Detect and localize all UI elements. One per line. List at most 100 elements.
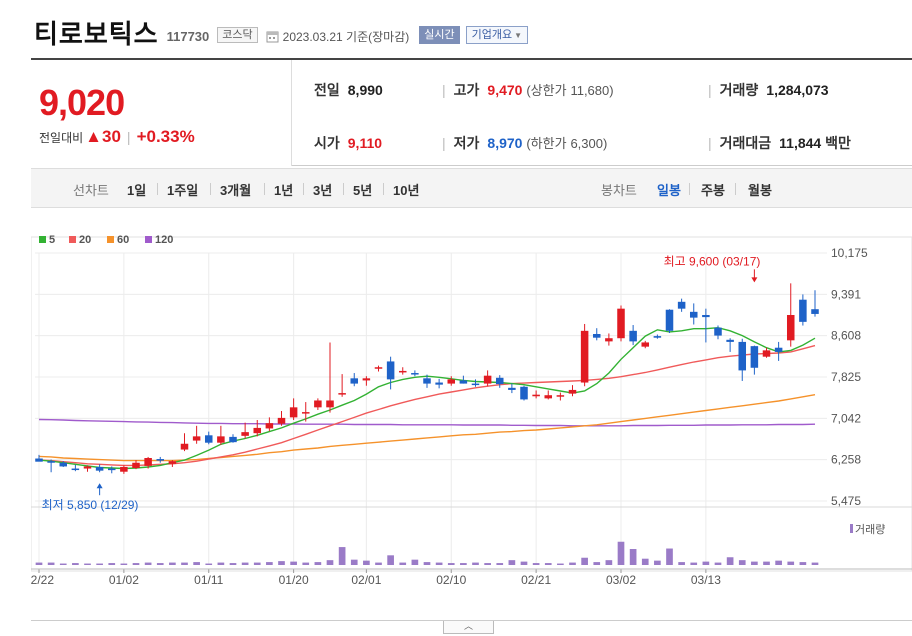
y-tick-label: 9,391: [831, 287, 861, 301]
quote-summary: 9,020 전일대비 ▲ 30 | +0.33% 전일 8,990 | 고가 9,470…: [31, 58, 912, 166]
candle-body: [544, 395, 553, 399]
volume-bar: [338, 547, 346, 565]
volume-bar: [47, 562, 55, 565]
company-overview-label: 기업개요: [471, 29, 513, 41]
volume-bar: [411, 559, 419, 565]
volume-bar: [484, 563, 491, 565]
price-chart: 10,175 9,391 8,608 7,825 7,042 6,258 5,475 12/2…: [31, 208, 912, 620]
volume-bar: [617, 541, 625, 565]
lower-limit-value: 6,300: [570, 136, 603, 151]
change-label: 전일대비: [39, 131, 84, 145]
low-price: | 저가 8,970 (하한가 6,300): [442, 135, 608, 151]
legend-label-5: 5: [49, 234, 55, 246]
period-10y[interactable]: 10년: [393, 183, 420, 198]
volume-bar: [532, 563, 540, 565]
x-tick-label: 01/20: [279, 573, 309, 587]
candle-weekly[interactable]: 주봉: [701, 183, 725, 198]
candle-body: [374, 367, 383, 369]
candle-body: [532, 394, 540, 397]
volume-bar: [702, 561, 710, 565]
volume-bar: [775, 560, 782, 565]
candle-body: [677, 301, 686, 309]
collapse-chart-button[interactable]: ︿: [443, 621, 494, 634]
volume-legend-label: 거래량: [855, 523, 885, 536]
turnover: | 거래대금 11,844 백만: [708, 135, 851, 151]
turnover-value: 11,844: [779, 135, 822, 151]
volume-bar: [666, 548, 673, 565]
volume-value: 1,284,073: [766, 82, 829, 98]
x-tick-label: 12/22: [31, 573, 54, 587]
candle-chart-label: 봉차트: [601, 183, 637, 198]
upper-limit-value: 11,680: [570, 83, 610, 98]
candle-body: [774, 347, 783, 352]
candle-body: [495, 377, 504, 385]
x-tick-label: 02/10: [436, 573, 466, 587]
volume-bar: [156, 563, 164, 565]
up-triangle-icon: ▲: [85, 127, 102, 146]
candle-body: [192, 436, 201, 441]
volume: | 거래량 1,284,073: [708, 82, 829, 98]
volume-bar: [253, 562, 261, 565]
realtime-button[interactable]: 실시간: [419, 26, 460, 44]
candlestick-chart-svg: 10,175 9,391 8,608 7,825 7,042 6,258 5,475 12/2…: [31, 234, 912, 587]
company-name: 티로보틱스: [34, 18, 159, 49]
candle-body: [556, 395, 565, 397]
candle-body: [253, 427, 262, 434]
volume-bar: [581, 557, 588, 565]
low-annotation: 최저 5,850 (12/29): [42, 498, 139, 512]
candle-body: [435, 382, 443, 385]
volume-bar: [654, 560, 661, 565]
volume-bar: [447, 563, 455, 565]
ma20-line: [38, 344, 816, 467]
volume-bar: [629, 549, 637, 565]
candle-body: [277, 417, 286, 424]
volume-bar: [302, 562, 310, 565]
company-overview-dropdown[interactable]: 기업개요 ▼: [465, 26, 529, 44]
candle-body: [289, 407, 298, 418]
low-label: 저가: [453, 135, 480, 151]
volume-bar: [278, 561, 285, 565]
volume-bar: [350, 559, 358, 565]
candle-body: [447, 379, 456, 384]
volume-bar: [35, 562, 43, 565]
current-price: 9,020: [39, 82, 125, 123]
period-1d[interactable]: 1일: [127, 183, 147, 198]
period-5y[interactable]: 5년: [353, 183, 373, 198]
high-label: 고가: [453, 82, 480, 98]
y-tick-label: 10,175: [831, 246, 868, 260]
legend-swatch-20: [69, 236, 76, 243]
period-1y[interactable]: 1년: [274, 183, 294, 198]
candle-body: [726, 339, 734, 342]
current-price-panel: 9,020 전일대비 ▲ 30 | +0.33%: [31, 60, 291, 166]
plot-frame: [31, 236, 912, 572]
change-percent: +0.33%: [136, 127, 195, 146]
change-value: 30: [102, 127, 121, 146]
volume-bar: [205, 563, 213, 565]
candle-body: [386, 361, 395, 380]
candle-monthly[interactable]: 월봉: [748, 183, 772, 198]
candle-daily[interactable]: 일봉: [657, 183, 681, 198]
volume-bar: [399, 562, 407, 565]
x-tick-label: 01/11: [194, 573, 223, 587]
period-3y[interactable]: 3년: [313, 183, 333, 198]
candle-body: [71, 468, 80, 471]
volume-bar: [544, 563, 552, 565]
prev-close-label: 전일: [314, 82, 340, 98]
period-3m[interactable]: 3개월: [220, 183, 252, 198]
candle-body: [592, 333, 601, 338]
low-value: 8,970: [487, 135, 523, 151]
volume-label: 거래량: [719, 82, 759, 98]
divider: |: [126, 129, 131, 145]
ma5-line: [38, 326, 816, 470]
y-tick-label: 8,608: [831, 329, 861, 343]
chevron-down-icon: ▼: [514, 31, 523, 40]
open-value: 9,110: [347, 135, 383, 151]
volume-bar: [678, 562, 685, 565]
candle-body: [217, 436, 225, 443]
y-tick-label: 5,475: [831, 494, 861, 508]
volume-bar: [266, 562, 273, 565]
period-1w[interactable]: 1주일: [167, 183, 199, 198]
ma120-line: [38, 418, 816, 427]
candle-body: [144, 457, 152, 466]
volume-bar: [557, 563, 564, 565]
